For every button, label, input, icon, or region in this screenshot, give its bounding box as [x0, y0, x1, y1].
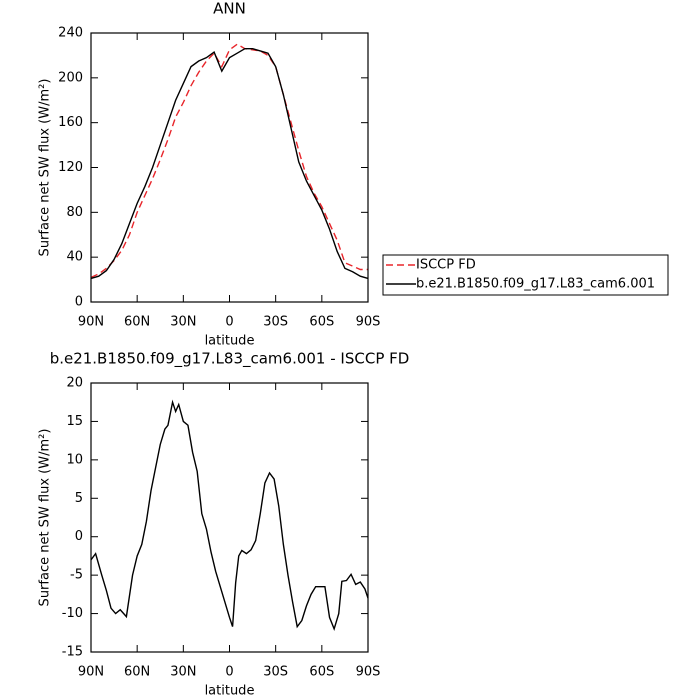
- x-tick-label: 0: [225, 315, 233, 330]
- x-tick-label: 60S: [309, 665, 334, 680]
- x-tick-label: 60N: [124, 315, 150, 330]
- y-tick-label: 15: [66, 414, 83, 429]
- chart-title: b.e21.B1850.f09_g17.L83_cam6.001 - ISCCP…: [50, 350, 410, 369]
- data-line: [90, 43, 368, 278]
- y-tick-label: 0: [75, 295, 83, 310]
- y-tick-label: 240: [58, 26, 83, 41]
- x-tick-label: 90S: [356, 315, 381, 330]
- y-tick-label: 0: [75, 529, 83, 544]
- x-tick-label: 90N: [78, 665, 104, 680]
- x-axis-label: latitude: [205, 684, 255, 699]
- x-tick-label: 90S: [356, 665, 381, 680]
- x-tick-label: 30N: [170, 315, 196, 330]
- y-tick-label: 80: [66, 205, 83, 220]
- y-axis-label: Surface net SW flux (W/m²): [38, 79, 53, 257]
- y-tick-label: -5: [70, 568, 83, 583]
- y-tick-label: 40: [66, 250, 83, 265]
- data-line: [90, 399, 369, 632]
- plot-frame: [90, 382, 369, 653]
- x-tick-label: 60S: [309, 315, 334, 330]
- x-tick-label: 90N: [78, 315, 104, 330]
- legend-box: [382, 254, 669, 296]
- y-tick-label: 20: [66, 376, 83, 391]
- x-tick-label: 0: [225, 665, 233, 680]
- y-tick-label: -15: [62, 645, 83, 660]
- x-axis-label: latitude: [205, 334, 255, 349]
- x-tick-label: 60N: [124, 665, 150, 680]
- x-tick-label: 30N: [170, 665, 196, 680]
- x-tick-label: 30S: [263, 665, 288, 680]
- y-axis-label: Surface net SW flux (W/m²): [38, 429, 53, 607]
- legend-label: b.e21.B1850.f09_g17.L83_cam6.001: [416, 277, 655, 292]
- chart-title: ANN: [213, 0, 246, 18]
- y-tick-label: 120: [58, 160, 83, 175]
- y-tick-label: 10: [66, 452, 83, 467]
- y-tick-label: -10: [62, 606, 83, 621]
- y-tick-label: 5: [75, 491, 83, 506]
- legend-label: ISCCP FD: [416, 258, 476, 273]
- y-tick-label: 160: [58, 115, 83, 130]
- data-line: [90, 47, 369, 280]
- plot-frame: [90, 32, 369, 303]
- x-tick-label: 30S: [263, 315, 288, 330]
- y-tick-label: 200: [58, 70, 83, 85]
